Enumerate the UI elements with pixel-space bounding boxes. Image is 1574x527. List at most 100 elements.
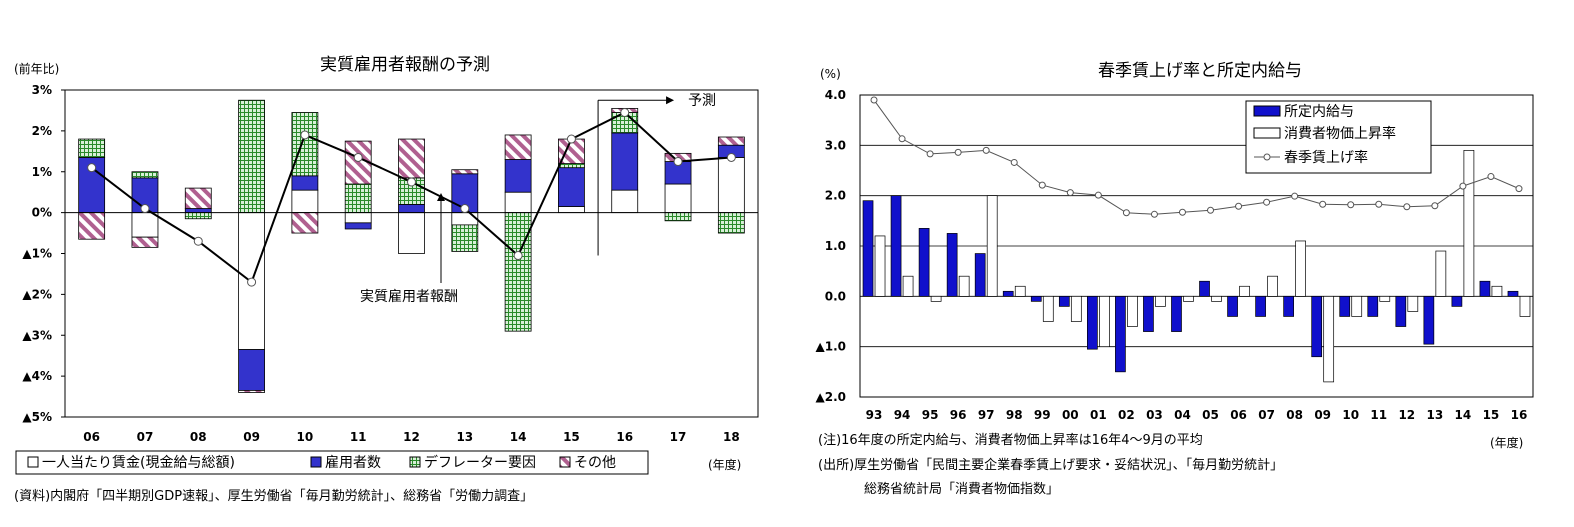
bar-base-pay [1479,280,1491,297]
x-tick-label: 93 [866,408,883,422]
x-tick-label: 96 [950,408,967,422]
line-point [1207,206,1215,214]
y-tick-label: 3% [32,83,52,97]
line-point [1263,198,1271,206]
line-path [873,99,1520,215]
left-chart: 実質雇用者報酬の予測 (前年比) 3% 2% 1% 0% ▲1% ▲2% ▲3% ▲4% ▲5%… [14,55,759,504]
bar-segment-wage [291,189,319,214]
x-tick-label: 18 [723,430,740,444]
bar-cpi [958,275,970,297]
bar-base-pay [1451,295,1463,307]
bar-cpi [1070,295,1082,322]
x-tick-label: 09 [1314,408,1331,422]
line-point [982,146,990,154]
x-tick-label: 11 [1370,408,1387,422]
line-point [1319,200,1327,208]
bar-cpi [1014,285,1026,297]
left-y-axis: 3% 2% 1% 0% ▲1% ▲2% ▲3% ▲4% ▲5% [22,83,65,424]
line-point [870,96,878,104]
bar-segment-deflator [558,163,585,169]
left-legend-box [15,450,649,475]
bar-base-pay [1339,295,1351,317]
x-tick-label: 98 [1006,408,1023,422]
right-source: (出所)厚生労働省「民間主要企業春季賃上げ要求・妥結状況」、「毎月勤労統計」 [818,457,1283,473]
x-tick-label: 14 [1455,408,1472,422]
bar-cpi [1519,295,1531,317]
bar-segment-deflator [78,138,106,158]
bar-segment-other [131,236,159,248]
bar-cpi [874,235,886,297]
x-tick-label: 07 [137,430,154,444]
left-bars [78,99,745,393]
line-point [926,150,934,158]
legend-item-wage: 一人当たり賃金(現金給与総額) [27,455,235,471]
bar-base-pay [1087,295,1098,350]
x-tick-label: 06 [1230,408,1247,422]
right-source-cont: 総務省統計局「消費者物価指数」 [864,481,1059,497]
right-chart: 春季賃上げ率と所定内給与 (%) 4.0 3.0 2.0 1.0 0.0 ▲1.0 ▲2.0… [816,61,1534,497]
y-tick-label: 3.0 [825,138,846,152]
bar-cpi [1042,295,1054,322]
right-x-axis: 93 94 95 96 97 98 99 00 01 02 03 04 05 06 07 08 09 10 11 12… [866,408,1528,422]
bar-cpi [1211,295,1222,302]
bar-segment-employees [238,349,265,391]
x-tick-label: 09 [243,430,260,444]
line-point [1375,200,1383,208]
x-tick-label: 11 [350,430,367,444]
bar-base-pay [974,253,986,297]
bar-segment-wage [664,183,692,214]
bar-cpi [1267,275,1278,297]
bar-segment-wage [558,206,585,214]
line-point [1403,203,1411,211]
legend-item-spring-wage: 春季賃上げ率 [1254,149,1368,166]
x-tick-label: 13 [1427,408,1444,422]
bar-cpi [1407,295,1419,312]
line-point [566,134,576,144]
bar-segment-other [78,212,106,240]
legend-label: 消費者物価上昇率 [1284,125,1396,142]
x-tick-label: 17 [670,430,687,444]
y-tick-label: 0.0 [825,289,846,303]
bar-cpi [1323,295,1335,383]
bar-cpi [1099,295,1110,348]
x-tick-label: 01 [1090,408,1107,422]
x-tick-label: 13 [456,430,473,444]
line-point [1150,210,1158,218]
x-tick-label: 15 [563,430,580,444]
x-tick-label: 12 [1398,408,1415,422]
bar-segment-employees [184,208,212,214]
y-tick-label: ▲3% [22,328,52,342]
y-tick-label: ▲2.0 [816,390,847,404]
x-tick-label: 95 [922,408,939,422]
bar-base-pay [1283,295,1294,317]
x-tick-label: 16 [1511,408,1528,422]
left-line-series [87,107,736,287]
line-point [954,148,962,156]
bar-segment-deflator [291,112,319,177]
bar-base-pay [1367,295,1379,317]
legend-item-cpi: 消費者物価上昇率 [1253,125,1396,142]
legend-item-base-pay: 所定内給与 [1253,104,1354,120]
bar-base-pay [1507,290,1519,297]
bar-segment-deflator [184,212,212,220]
bar-cpi [1183,295,1194,302]
x-tick-label: 10 [1342,408,1359,422]
y-tick-label: ▲1% [22,247,52,261]
bar-segment-deflator [131,171,159,179]
y-tick-label: ▲1.0 [816,340,847,354]
legend-swatch-marker [1263,153,1271,161]
bar-segment-wage [451,212,479,226]
left-source: (資料)内閣府「四半期別GDP速報」、厚生労働省「毎月勤労統計」、総務省「労働力… [14,488,533,504]
bar-segment-wage [611,189,639,214]
bar-segment-wage [131,212,159,238]
y-tick-label: 1% [32,165,52,179]
bar-segment-wage [398,212,425,254]
bar-segment-other [451,169,479,175]
legend-item-employees: 雇用者数 [310,454,381,471]
bar-base-pay [1227,295,1238,317]
bar-segment-other [184,187,212,209]
bar-base-pay [1395,295,1407,327]
line-point [1347,201,1355,209]
bar-base-pay [1115,295,1126,373]
line-point [1235,202,1243,210]
